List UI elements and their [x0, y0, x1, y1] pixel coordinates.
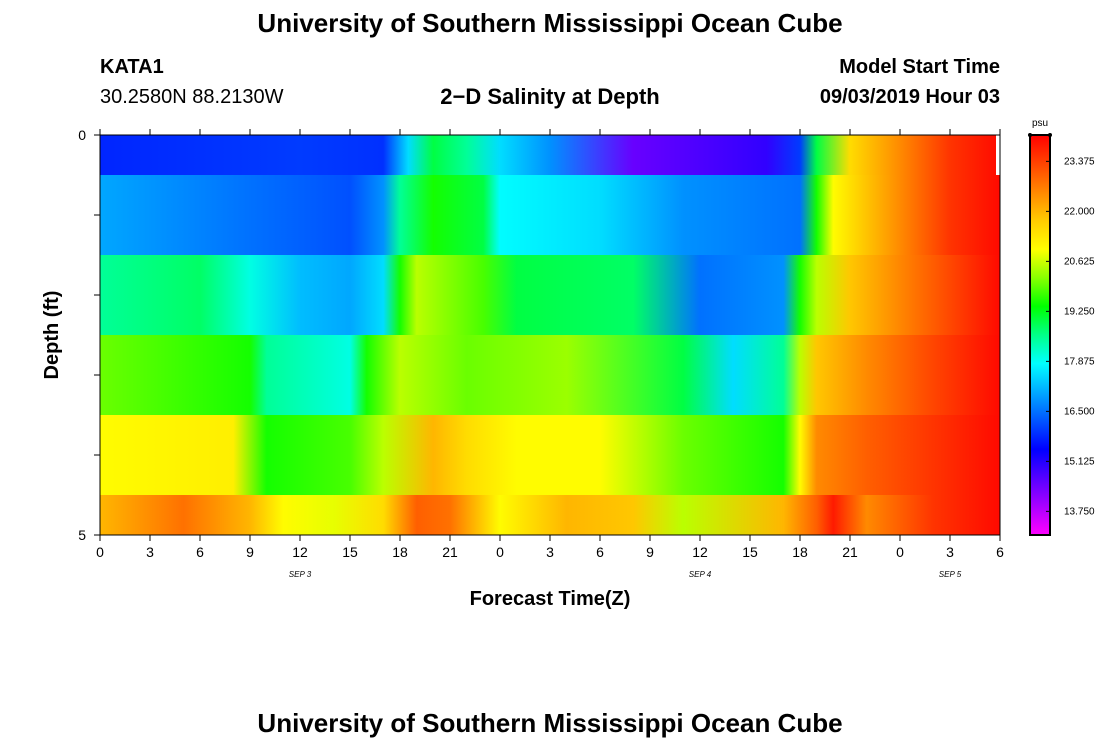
x-tick-label: 12 — [692, 544, 708, 560]
x-tick-label: 0 — [896, 544, 904, 560]
colorbar-tick-label: 23.375 — [1064, 156, 1095, 167]
heatmap-layer-3 — [100, 335, 1000, 415]
colorbar-unit: psu — [1032, 118, 1048, 129]
y-tick-label: 0 — [78, 127, 86, 143]
x-tick-label: 0 — [96, 544, 104, 560]
x-tick-label: 21 — [442, 544, 458, 560]
colorbar-tick-label: 20.625 — [1064, 256, 1095, 267]
x-tick-label: 9 — [646, 544, 654, 560]
colorbar-tick-label: 15.125 — [1064, 456, 1095, 467]
heatmap-layer-0 — [100, 135, 1000, 175]
page-title: University of Southern Mississippi Ocean… — [257, 8, 843, 38]
heatmap-layer-1 — [100, 175, 1000, 255]
heatmap-layer-2 — [100, 255, 1000, 335]
y-tick-label: 5 — [78, 527, 86, 543]
x-day-label: SEP 3 — [289, 570, 312, 579]
heatmap-layer-4 — [100, 415, 1000, 495]
x-tick-label: 12 — [292, 544, 308, 560]
model-start-value: 09/03/2019 Hour 03 — [819, 86, 1000, 108]
x-axis-label: Forecast Time(Z) — [470, 588, 631, 610]
colorbar: psu 23.375 22.000 20.625 19.250 17.875 16.500 1… — [1028, 118, 1095, 536]
x-tick-label: 9 — [246, 544, 254, 560]
model-start-label: Model Start Time — [839, 56, 1000, 78]
colorbar-tick-label: 22.000 — [1064, 206, 1095, 217]
x-tick-label: 18 — [792, 544, 808, 560]
colorbar-corner — [1028, 133, 1032, 137]
colorbar-scale — [1029, 134, 1051, 536]
plot-title: 2−D Salinity at Depth — [440, 84, 660, 109]
colorbar-tick-label: 16.500 — [1064, 406, 1095, 417]
station-id: KATA1 — [100, 56, 164, 78]
x-day-label: SEP 5 — [939, 570, 962, 579]
x-tick-label: 3 — [946, 544, 954, 560]
heatmap-cells — [100, 135, 1000, 535]
x-tick-label: 3 — [146, 544, 154, 560]
colorbar-tick-label: 19.250 — [1064, 306, 1095, 317]
x-tick-label: 15 — [342, 544, 358, 560]
chart-axes: 0 3 6 9 12 15 18 21 0 3 6 9 12 15 18 21 0 3 6 SEP 3 SEP 4 SEP… — [41, 127, 1004, 610]
station-coords: 30.2580N 88.2130W — [100, 86, 284, 108]
heatmap-missing-cell — [996, 135, 1000, 175]
x-tick-label: 0 — [496, 544, 504, 560]
x-day-label: SEP 4 — [689, 570, 712, 579]
footer-title: University of Southern Mississippi Ocean… — [257, 708, 843, 738]
x-tick-label: 15 — [742, 544, 758, 560]
x-tick-label: 3 — [546, 544, 554, 560]
x-tick-label: 6 — [196, 544, 204, 560]
heatmap-layer-5 — [100, 495, 1000, 535]
colorbar-corner — [1048, 133, 1052, 137]
colorbar-tick-label: 13.750 — [1064, 506, 1095, 517]
x-tick-label: 21 — [842, 544, 858, 560]
x-tick-label: 6 — [596, 544, 604, 560]
x-tick-label: 6 — [996, 544, 1004, 560]
x-tick-label: 18 — [392, 544, 408, 560]
y-axis-label: Depth (ft) — [41, 291, 63, 380]
colorbar-tick-label: 17.875 — [1064, 356, 1095, 367]
